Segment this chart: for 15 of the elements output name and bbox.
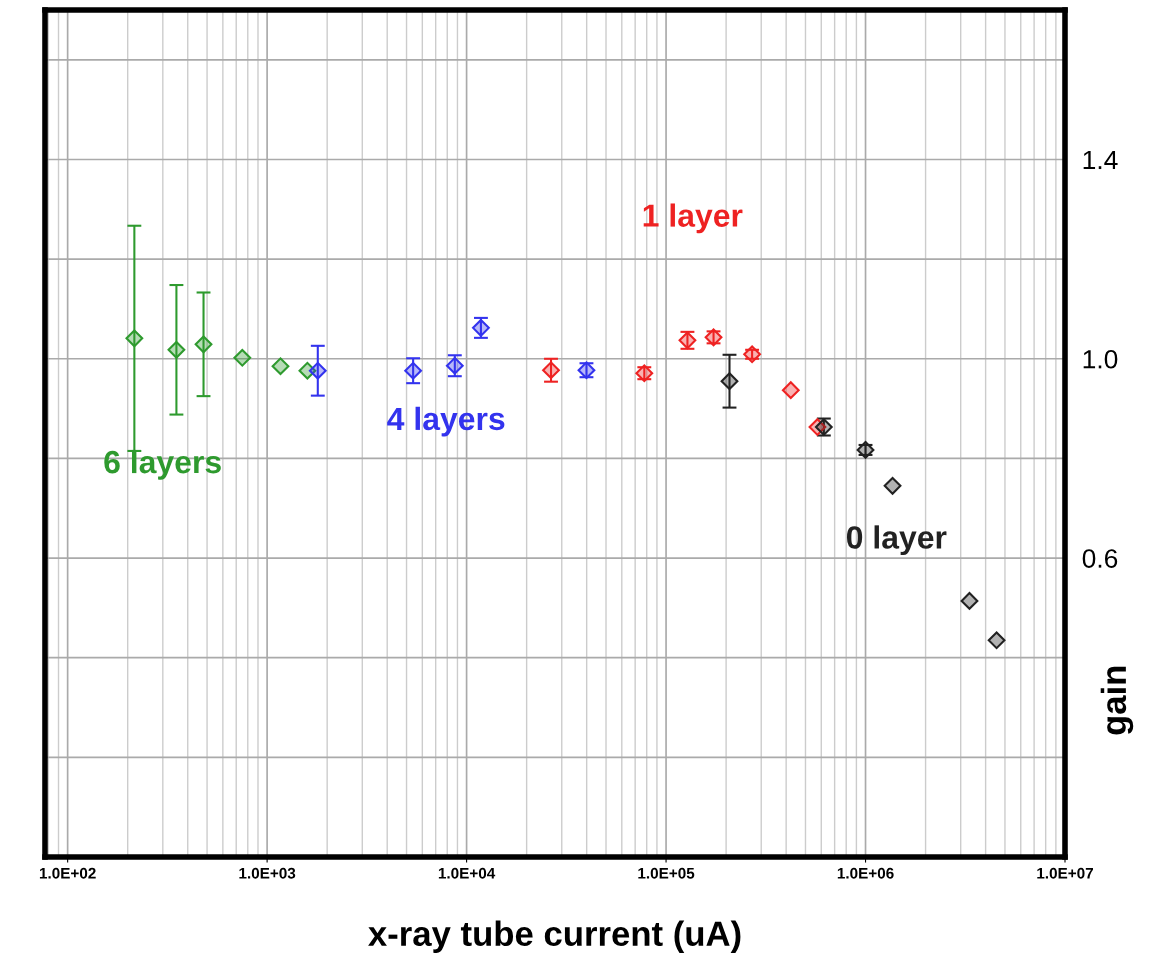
x-axis-title: x-ray tube current (uA)	[368, 920, 741, 953]
x-tick-label: 1.0E+03	[239, 867, 296, 879]
x-tick-label: 1.0E+02	[39, 867, 96, 879]
x-tick-label: 1.0E+04	[438, 867, 496, 879]
y-tick-label: 1.4	[1083, 150, 1118, 170]
y-axis-title: gain	[1100, 666, 1134, 735]
series-label: 0 layer	[846, 525, 947, 556]
text: 6 layers	[104, 449, 221, 480]
x-tick-label: 1.0E+07	[1037, 867, 1093, 879]
y-tick-label: 0.6	[1082, 549, 1118, 568]
text: 1 layer	[643, 203, 743, 234]
series-label: 4 layers	[387, 406, 505, 437]
y-tick-label: 1.0	[1083, 349, 1118, 369]
x-tick-label: 1.0E+06	[837, 867, 894, 879]
x-tick-label: 1.0E+05	[638, 867, 695, 879]
